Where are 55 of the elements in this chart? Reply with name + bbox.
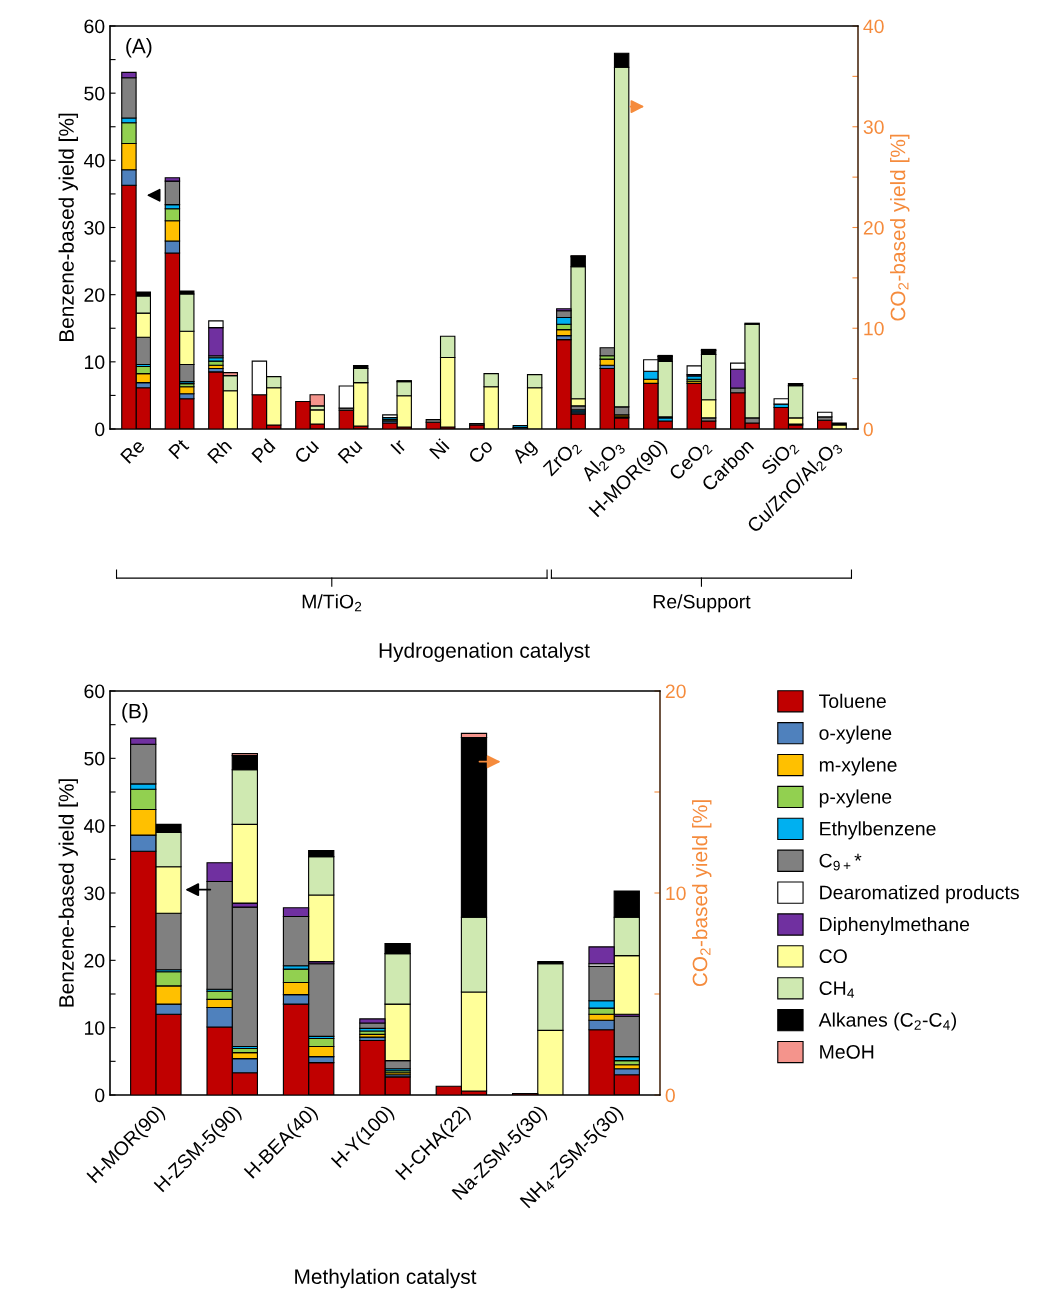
y2-tick-label: 0 xyxy=(863,422,873,437)
legend-label: o-xylene xyxy=(819,725,892,744)
y-tick-label: 50 xyxy=(84,751,105,766)
y2-tick-label: 10 xyxy=(864,321,884,336)
y2-tick-label: 0 xyxy=(665,1088,675,1103)
x-tick-label: Cu xyxy=(293,438,320,465)
x-tick-label: Ru xyxy=(337,438,363,464)
legend-label: Alkanes (C$_{2}$-C$_{4}$) xyxy=(818,1012,957,1031)
x-tick-label: Rh xyxy=(206,438,233,464)
legend-label: p-xylene xyxy=(819,789,892,808)
y-tick-label: 0 xyxy=(95,1088,105,1103)
y2-tick-label: 30 xyxy=(863,120,884,134)
legend-label: CH$_{4}$ xyxy=(819,981,855,998)
legend-label: Dearomatized products xyxy=(820,885,1019,904)
y-tick-label: 40 xyxy=(83,819,105,833)
legend-label: Toluene xyxy=(819,693,886,708)
x-tick-label: Pd xyxy=(250,438,276,464)
y-tick-label: 10 xyxy=(85,1021,105,1035)
y2-tick-label: 40 xyxy=(863,19,884,34)
legend-label: MeOH xyxy=(820,1045,874,1059)
text: M/TiO$_{2}$ xyxy=(302,594,362,612)
y-tick-label: 20 xyxy=(84,288,105,302)
y2-tick-label: 10 xyxy=(666,886,686,901)
y-tick-label: 10 xyxy=(85,355,105,370)
annotation: (B) xyxy=(122,703,148,723)
x-tick-label: Ni xyxy=(428,438,450,460)
y-tick-label: 20 xyxy=(84,953,105,968)
y2-tick-label: 20 xyxy=(665,684,686,699)
legend-label: C$_{9+}$* xyxy=(819,853,862,871)
y2-axis-title: CO$_{2}$-based yield [%] xyxy=(890,134,910,321)
x-tick-label: Pt xyxy=(168,437,190,460)
x-tick-label: ZrO$_{2}$ xyxy=(542,438,583,479)
y-tick-label: 60 xyxy=(84,19,105,34)
y-tick-label: 50 xyxy=(84,86,105,101)
legend-label: CO xyxy=(819,949,847,964)
x-axis-title: Methylation catalyst xyxy=(295,1268,477,1289)
y2-tick-label: 20 xyxy=(863,220,884,235)
y2-axis-title: CO$_{2}$-based yield [%] xyxy=(692,800,712,987)
x-tick-label: Re xyxy=(120,438,146,464)
text: Re/Support xyxy=(653,594,751,613)
legend-label: Diphenylmethane xyxy=(820,916,970,936)
x-tick-label: Ag xyxy=(511,438,540,467)
y-axis-title: Benzene-based yield [%] xyxy=(58,779,78,1007)
x-tick-label: Ir xyxy=(390,438,407,455)
legend-label: Ethylbenzene xyxy=(820,821,936,840)
y-tick-label: 40 xyxy=(83,153,105,168)
y-axis-title: Benzene-based yield [%] xyxy=(58,113,78,342)
y-tick-label: 30 xyxy=(84,886,105,901)
legend-label: m-xylene xyxy=(819,757,897,776)
x-axis-title: Hydrogenation catalyst xyxy=(379,642,590,663)
y-tick-label: 60 xyxy=(84,684,105,699)
x-tick-label: Co xyxy=(467,438,494,465)
y-tick-label: 0 xyxy=(95,422,105,437)
y-tick-label: 30 xyxy=(84,220,105,235)
annotation: (A) xyxy=(126,38,152,58)
